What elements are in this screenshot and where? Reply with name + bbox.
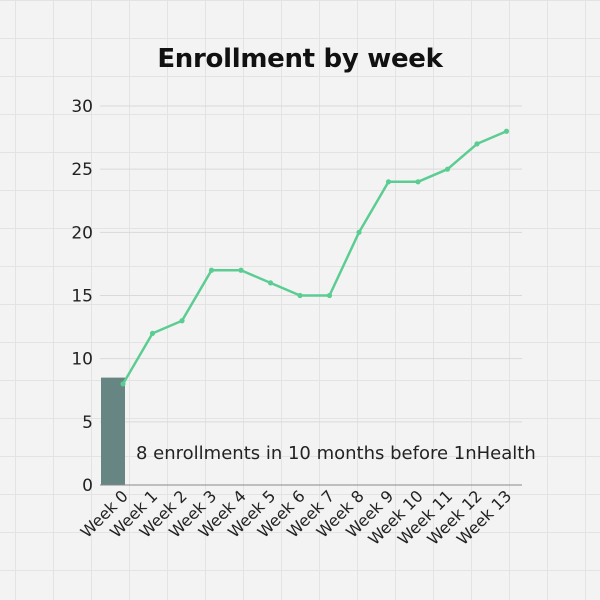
baseline-annotation: 8 enrollments in 10 months before 1nHeal… — [136, 443, 536, 464]
data-point — [208, 267, 215, 273]
data-point — [503, 128, 510, 134]
baseline-bar-group — [101, 377, 125, 485]
y-tick-label: 5 — [82, 413, 93, 433]
data-point — [415, 179, 421, 185]
data-point — [267, 280, 274, 286]
y-gridlines — [100, 105, 522, 423]
enrollment-series-line — [121, 130, 507, 385]
data-point — [356, 229, 362, 235]
baseline-bar — [101, 377, 125, 485]
y-tick-label: 30 — [71, 97, 93, 117]
data-point — [444, 166, 451, 172]
y-tick-label: 25 — [71, 160, 93, 180]
data-point — [385, 179, 392, 185]
data-point — [474, 141, 480, 147]
data-point — [179, 318, 185, 324]
y-tick-label: 10 — [71, 350, 93, 370]
chart-title: Enrollment by week — [157, 44, 443, 74]
series-points — [120, 128, 510, 387]
y-tick-label: 0 — [82, 476, 93, 496]
data-point — [297, 292, 303, 299]
data-point — [238, 267, 244, 273]
y-tick-labels: 0 5 10 15 20 25 30 — [71, 97, 93, 496]
data-point — [326, 292, 333, 299]
y-tick-label: 15 — [71, 287, 93, 307]
data-point — [149, 330, 156, 336]
y-tick-label: 20 — [71, 223, 93, 243]
data-point — [120, 381, 126, 387]
